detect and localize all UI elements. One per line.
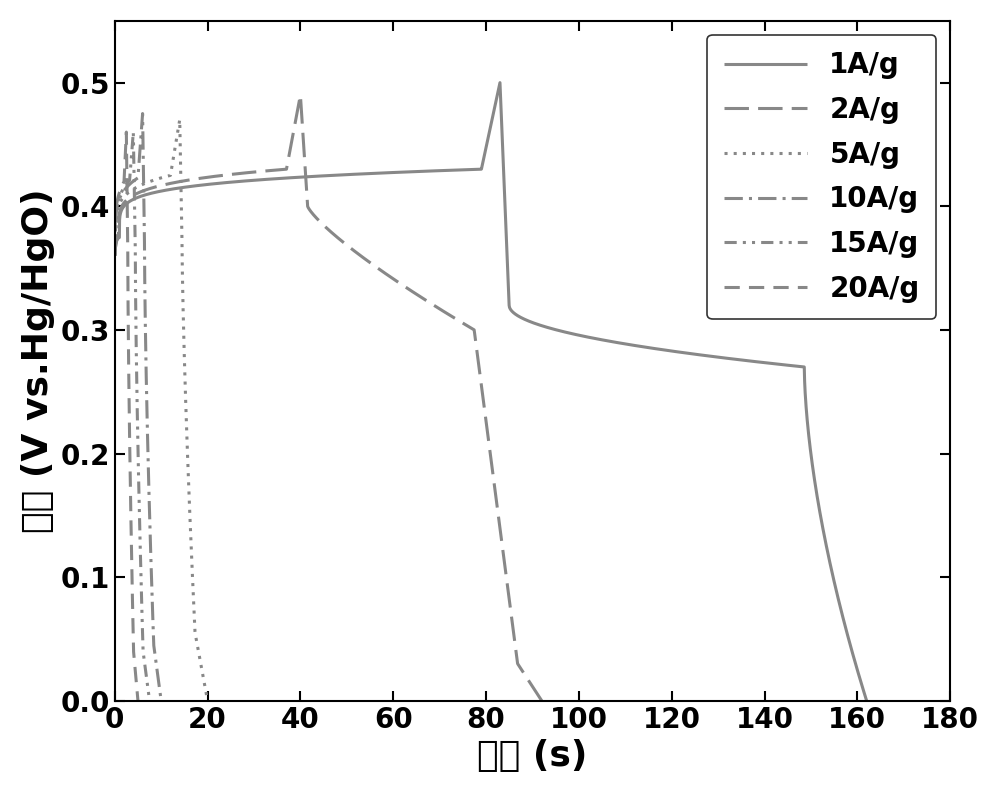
15A/g [127, 127, 139, 137]
20A/g [130, 673, 142, 682]
2A/g [109, 251, 121, 260]
10A/g [155, 696, 167, 706]
10A/g [154, 688, 166, 698]
Line: 2A/g: 2A/g [115, 95, 542, 701]
2A/g [118, 198, 130, 207]
20A/g [120, 127, 132, 137]
2A/g [536, 696, 548, 706]
1A/g [838, 618, 850, 627]
2A/g [493, 514, 505, 523]
20A/g [132, 696, 144, 706]
Line: 15A/g: 15A/g [115, 132, 150, 701]
5A/g [169, 142, 181, 152]
Line: 10A/g: 10A/g [115, 114, 161, 701]
5A/g [172, 126, 184, 136]
10A/g [131, 174, 143, 183]
5A/g [191, 641, 203, 650]
20A/g [123, 389, 135, 399]
5A/g [115, 196, 127, 206]
Legend: 1A/g, 2A/g, 5A/g, 10A/g, 15A/g, 20A/g: 1A/g, 2A/g, 5A/g, 10A/g, 15A/g, 20A/g [707, 35, 936, 319]
15A/g [121, 179, 133, 188]
Line: 1A/g: 1A/g [115, 83, 867, 701]
15A/g [144, 696, 156, 706]
10A/g [136, 111, 148, 121]
20A/g [128, 656, 140, 665]
Y-axis label: 电压 (V vs.Hg/HgO): 电压 (V vs.Hg/HgO) [21, 188, 55, 533]
10A/g [137, 109, 149, 118]
5A/g [174, 115, 186, 125]
15A/g [113, 193, 125, 202]
5A/g [175, 164, 187, 174]
10A/g [147, 615, 159, 624]
2A/g [478, 398, 490, 407]
20A/g [109, 244, 121, 253]
20A/g [123, 350, 135, 360]
1A/g [660, 345, 672, 355]
2A/g [294, 91, 306, 100]
X-axis label: 时间 (s): 时间 (s) [477, 739, 588, 773]
Line: 20A/g: 20A/g [115, 132, 138, 701]
15A/g [109, 251, 121, 260]
20A/g [109, 251, 121, 260]
15A/g [123, 175, 135, 185]
1A/g [494, 78, 506, 87]
1A/g [432, 166, 444, 175]
10A/g [131, 174, 143, 183]
1A/g [861, 696, 873, 706]
2A/g [461, 321, 473, 330]
2A/g [289, 120, 301, 129]
1A/g [109, 251, 121, 260]
10A/g [109, 251, 121, 260]
15A/g [132, 423, 144, 433]
2A/g [358, 253, 370, 263]
Line: 5A/g: 5A/g [115, 120, 208, 701]
1A/g [439, 166, 451, 175]
15A/g [135, 557, 147, 566]
20A/g [123, 357, 135, 367]
10A/g [134, 146, 146, 156]
1A/g [802, 421, 814, 430]
5A/g [109, 251, 121, 260]
5A/g [184, 507, 196, 516]
5A/g [202, 696, 214, 706]
1A/g [475, 164, 487, 174]
15A/g [135, 563, 147, 572]
